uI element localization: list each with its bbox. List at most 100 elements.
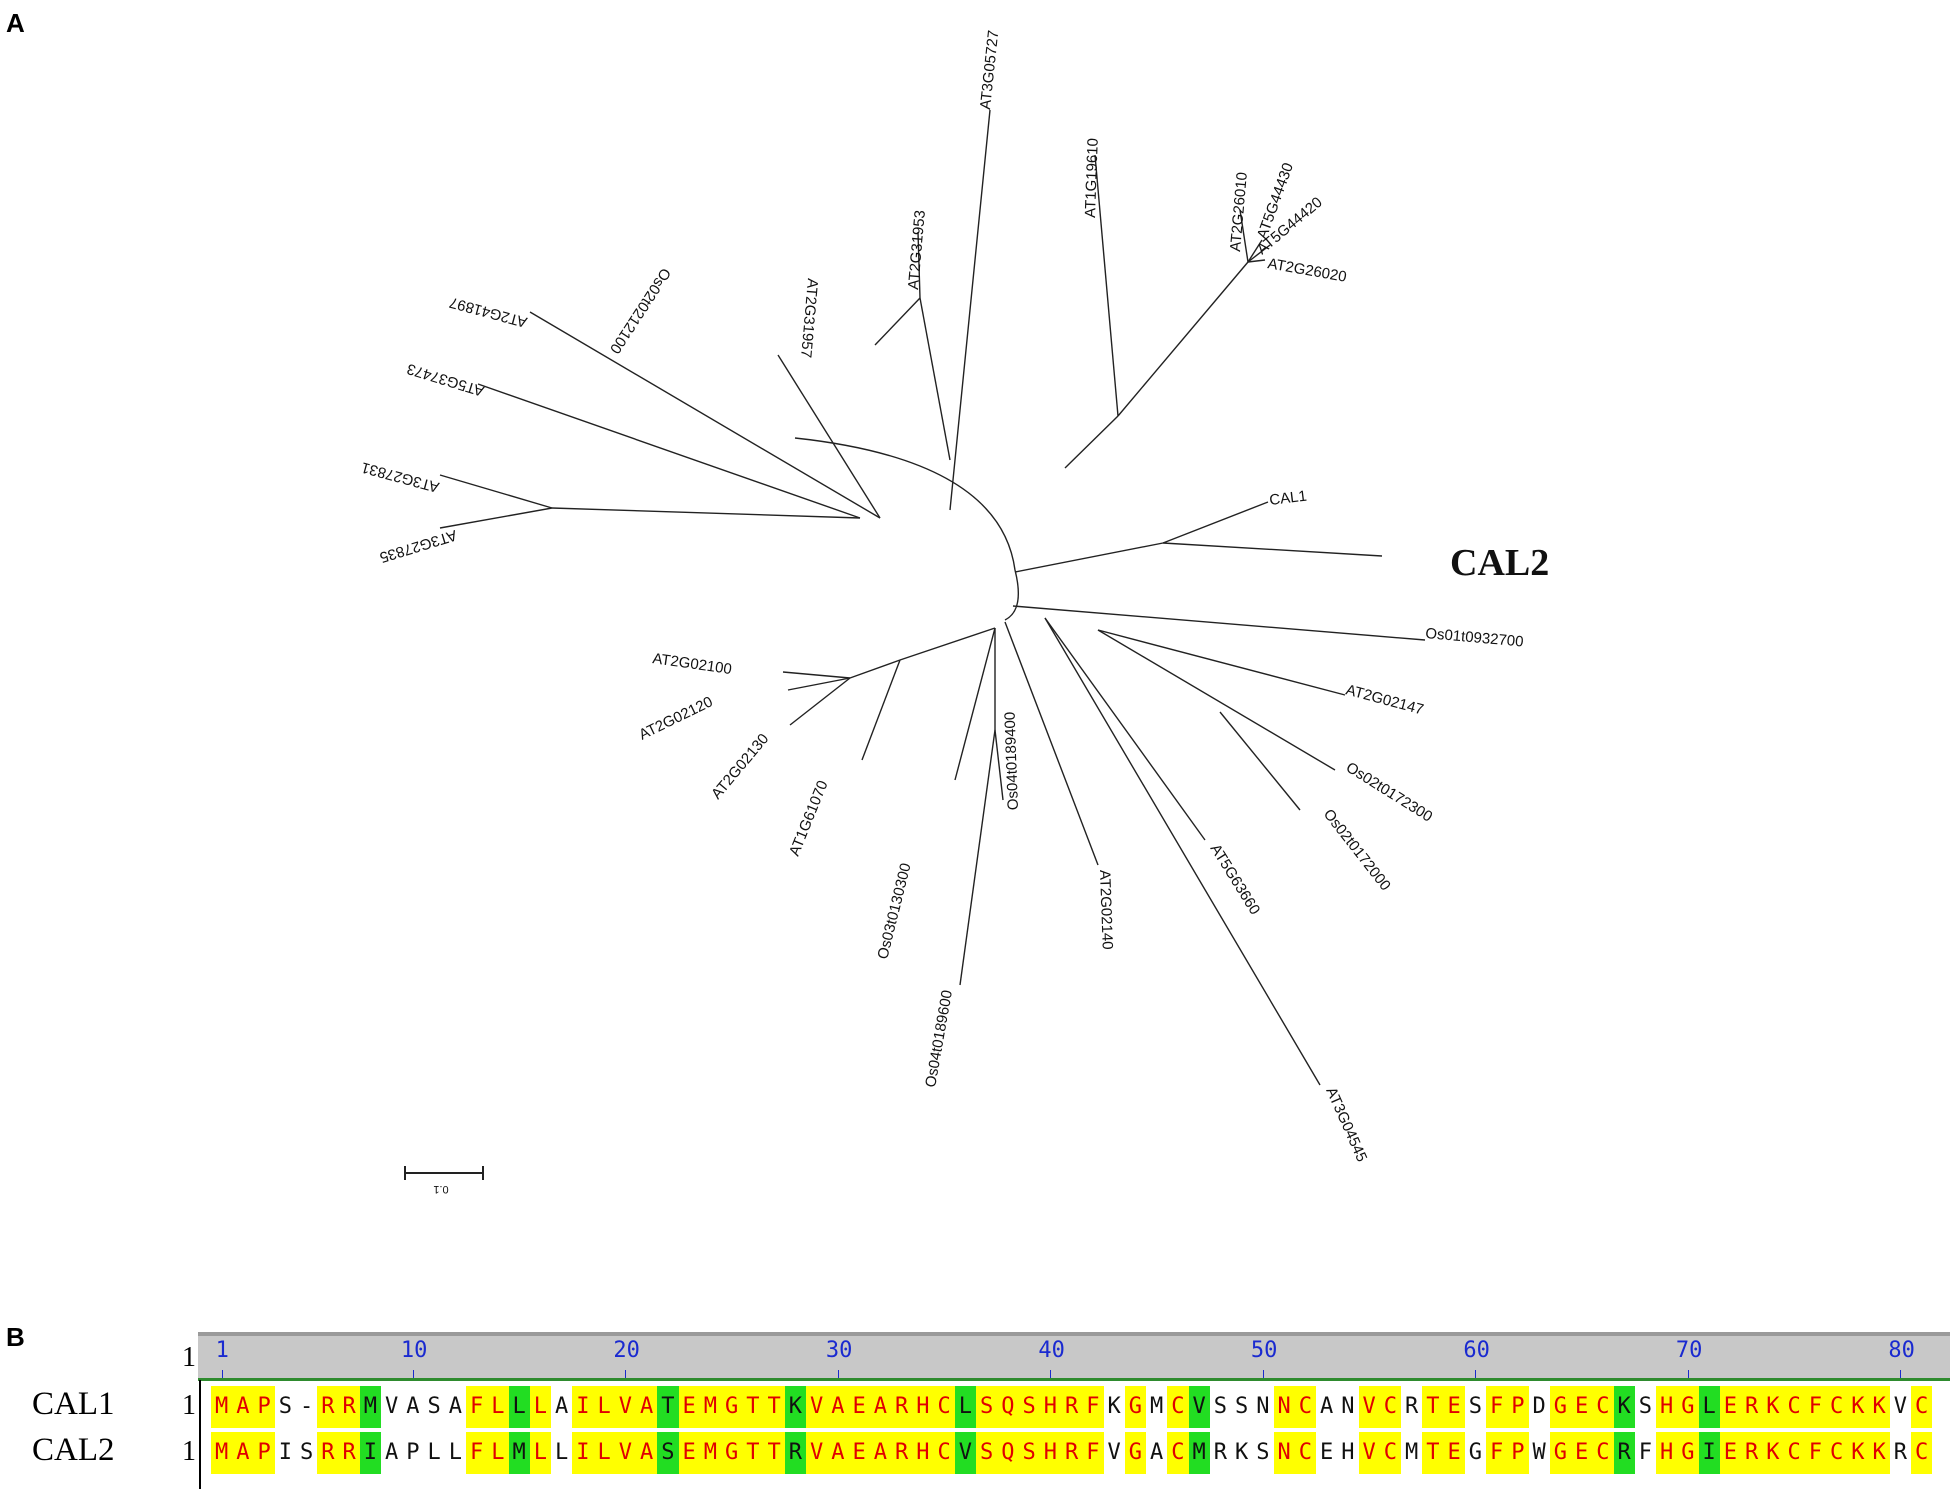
residue: V — [1893, 1394, 1907, 1419]
residue: E — [848, 1386, 870, 1428]
ruler-tick — [1475, 1370, 1477, 1378]
residue: C — [1379, 1386, 1401, 1428]
residue: L — [529, 1386, 551, 1428]
scale-bar: 0.1 — [404, 1166, 484, 1195]
residue: M — [699, 1432, 721, 1474]
residue: L — [487, 1432, 509, 1474]
residue: K — [1235, 1440, 1249, 1465]
residue: C — [1379, 1432, 1401, 1474]
residue: E — [1719, 1432, 1741, 1474]
leaf-label-at2g41897: AT2G41897 — [448, 293, 529, 330]
residue: L — [529, 1432, 551, 1474]
residue: S — [976, 1386, 998, 1428]
residue: F — [1082, 1432, 1104, 1474]
residue: V — [385, 1394, 399, 1419]
residue: R — [1613, 1432, 1635, 1474]
residue: S — [1256, 1440, 1270, 1465]
residue: F — [1804, 1386, 1826, 1428]
residue: V — [806, 1432, 828, 1474]
residue: F — [1082, 1386, 1104, 1428]
leaf-label-os02t0172300: Os02t0172300 — [1343, 759, 1435, 826]
leaf-label-os04t0189400: Os04t0189400 — [1002, 711, 1022, 810]
residue: S — [300, 1440, 314, 1465]
residue: D — [1532, 1394, 1546, 1419]
residue: H — [912, 1432, 934, 1474]
residue: E — [1571, 1432, 1593, 1474]
residue: L — [555, 1440, 569, 1465]
residue: A — [827, 1432, 849, 1474]
residue: A — [827, 1386, 849, 1428]
residue: N — [1256, 1394, 1270, 1419]
residue: A — [385, 1440, 399, 1465]
residue: R — [338, 1432, 360, 1474]
residue: E — [848, 1432, 870, 1474]
residue: V — [1358, 1432, 1380, 1474]
residue: I — [1698, 1432, 1720, 1474]
ruler-tick — [221, 1370, 223, 1378]
leaf-label-cal1: CAL1 — [1268, 488, 1307, 509]
residue: A — [869, 1432, 891, 1474]
residue: R — [1405, 1394, 1419, 1419]
residue: C — [1167, 1432, 1189, 1474]
residue: C — [1592, 1386, 1614, 1428]
leaf-label-at2g31953: AT2G31953 — [905, 209, 929, 290]
residue: S — [427, 1394, 441, 1419]
tree-leaf-labels: AT3G05727 AT1G19610 AT2G26010 AT5G44430 … — [360, 29, 1550, 1164]
residue: R — [1213, 1440, 1227, 1465]
residue: V — [614, 1386, 636, 1428]
residue: M — [1150, 1394, 1164, 1419]
residue: P — [253, 1432, 275, 1474]
residue: A — [232, 1386, 254, 1428]
residue: I — [278, 1440, 292, 1465]
residue: H — [1656, 1386, 1678, 1428]
residue: H — [1656, 1432, 1678, 1474]
tree-branches — [439, 109, 1426, 1086]
residue: G — [721, 1432, 743, 1474]
sequence-start-cal1: 1 — [182, 1390, 196, 1421]
residue: S — [1018, 1432, 1040, 1474]
residue: M — [211, 1386, 233, 1428]
residue: P — [1507, 1386, 1529, 1428]
residue: K — [1847, 1432, 1869, 1474]
residue: T — [763, 1432, 785, 1474]
alignment-separator — [199, 1380, 201, 1489]
residue: F — [1638, 1440, 1652, 1465]
residue: - — [300, 1394, 314, 1419]
residue: A — [1150, 1440, 1164, 1465]
ruler-tick-label: 80 — [1888, 1338, 1915, 1363]
residue: S — [976, 1432, 998, 1474]
residue: K — [1762, 1386, 1784, 1428]
residue: C — [1783, 1386, 1805, 1428]
ruler-tick-label: 60 — [1463, 1338, 1490, 1363]
residue: E — [1443, 1386, 1465, 1428]
residue: G — [1549, 1386, 1571, 1428]
residue: S — [1468, 1394, 1482, 1419]
residue: T — [1422, 1386, 1444, 1428]
leaf-label-at3g27831: AT3G27831 — [360, 458, 441, 495]
residue: V — [1188, 1386, 1210, 1428]
residue: C — [1911, 1386, 1933, 1428]
residue: K — [1868, 1432, 1890, 1474]
residue: P — [406, 1440, 420, 1465]
residue: W — [1532, 1440, 1546, 1465]
residue: M — [1188, 1432, 1210, 1474]
residue: R — [317, 1386, 339, 1428]
leaf-label-at2g31957: AT2G31957 — [797, 278, 821, 359]
residue: Q — [997, 1432, 1019, 1474]
residue: L — [954, 1386, 976, 1428]
residue: S — [657, 1432, 679, 1474]
residue: C — [1592, 1432, 1614, 1474]
residue: L — [593, 1432, 615, 1474]
ruler-tick-label: 70 — [1675, 1338, 1703, 1363]
residue: L — [487, 1386, 509, 1428]
leaf-label-at2g02100: AT2G02100 — [651, 650, 732, 678]
leaf-label-at2g02130: AT2G02130 — [708, 731, 772, 803]
residue: V — [1358, 1386, 1380, 1428]
residue: F — [466, 1432, 488, 1474]
residue: R — [1061, 1386, 1083, 1428]
residue: K — [1868, 1386, 1890, 1428]
residue: F — [1486, 1432, 1508, 1474]
residue: K — [784, 1386, 806, 1428]
residue: R — [338, 1386, 360, 1428]
residue: V — [954, 1432, 976, 1474]
